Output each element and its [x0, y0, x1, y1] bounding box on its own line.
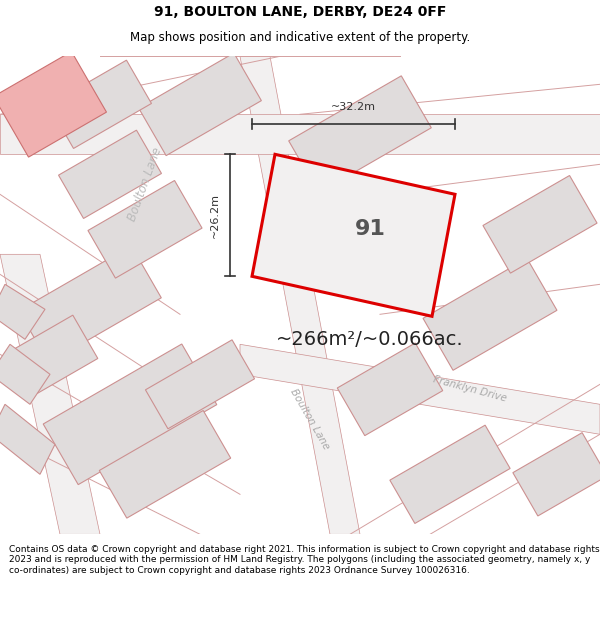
Polygon shape — [12, 315, 98, 394]
Polygon shape — [0, 344, 50, 404]
Text: ~32.2m: ~32.2m — [331, 102, 376, 112]
Text: 91, BOULTON LANE, DERBY, DE24 0FF: 91, BOULTON LANE, DERBY, DE24 0FF — [154, 6, 446, 19]
Polygon shape — [0, 404, 55, 474]
Polygon shape — [0, 284, 45, 339]
Polygon shape — [19, 246, 161, 362]
Polygon shape — [99, 411, 231, 518]
Text: 91: 91 — [355, 219, 385, 239]
Text: ~266m²/~0.066ac.: ~266m²/~0.066ac. — [276, 330, 464, 349]
Polygon shape — [49, 60, 151, 149]
Polygon shape — [423, 258, 557, 370]
Polygon shape — [483, 176, 597, 273]
Polygon shape — [240, 56, 360, 534]
Polygon shape — [337, 343, 443, 436]
Text: ~26.2m: ~26.2m — [210, 192, 220, 238]
Text: Contains OS data © Crown copyright and database right 2021. This information is : Contains OS data © Crown copyright and d… — [9, 545, 599, 574]
Polygon shape — [59, 130, 161, 219]
Text: Map shows position and indicative extent of the property.: Map shows position and indicative extent… — [130, 31, 470, 44]
Polygon shape — [139, 53, 262, 156]
Polygon shape — [252, 154, 455, 316]
Polygon shape — [513, 432, 600, 516]
Polygon shape — [43, 344, 217, 484]
Polygon shape — [145, 340, 254, 429]
Polygon shape — [0, 51, 106, 157]
Text: Boulton Lane: Boulton Lane — [125, 146, 164, 223]
Polygon shape — [289, 76, 431, 192]
Polygon shape — [0, 254, 100, 534]
Polygon shape — [88, 181, 202, 278]
Polygon shape — [0, 114, 600, 154]
Text: Franklyn Drive: Franklyn Drive — [432, 374, 508, 404]
Text: Boulton Lane: Boulton Lane — [289, 387, 331, 451]
Polygon shape — [240, 344, 600, 434]
Polygon shape — [390, 425, 510, 524]
